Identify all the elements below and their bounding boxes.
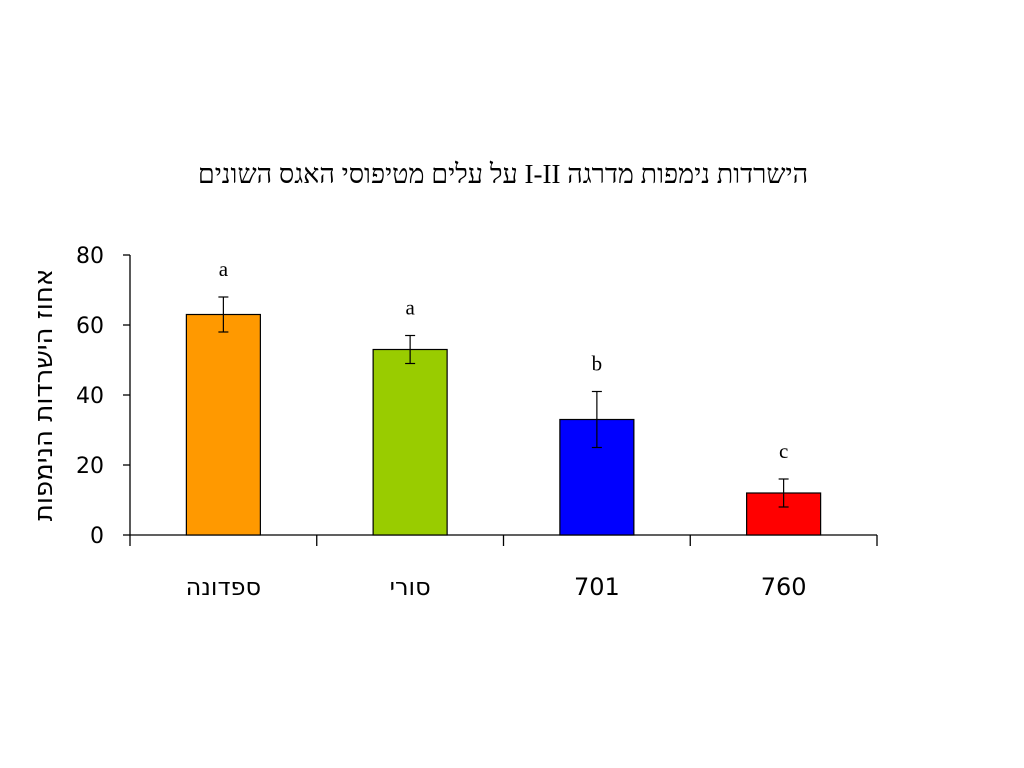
x-category-label: 701 bbox=[574, 573, 620, 601]
y-tick-label: 60 bbox=[76, 314, 104, 339]
y-axis-label: אחוז הישרדות הנימפות bbox=[29, 269, 59, 522]
x-category-label: 760 bbox=[761, 573, 807, 601]
significance-label: b bbox=[592, 352, 603, 376]
x-category-label: ספדונה bbox=[186, 573, 262, 601]
x-category-label: סורי bbox=[390, 573, 431, 601]
y-tick-label: 40 bbox=[76, 384, 104, 409]
significance-label: a bbox=[219, 257, 229, 281]
y-tick-label: 80 bbox=[76, 244, 104, 269]
bar bbox=[185, 313, 261, 536]
plot-area: 0 20 40 60 80 a ספדונה a סורי b 701 c 760 bbox=[76, 244, 878, 601]
y-tick-label: 0 bbox=[90, 524, 104, 549]
chart-title: הישרדות נימפות מדרגה I-II על עלים מטיפוס… bbox=[198, 159, 808, 189]
significance-label: c bbox=[779, 439, 788, 463]
y-tick-label: 20 bbox=[76, 454, 104, 479]
bar bbox=[372, 348, 448, 536]
significance-label: a bbox=[405, 296, 415, 320]
